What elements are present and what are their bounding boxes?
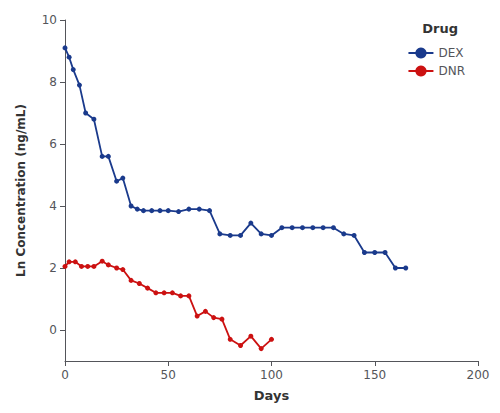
svg-text:Drug: Drug: [422, 21, 458, 36]
svg-text:8: 8: [49, 75, 57, 89]
svg-text:Ln Concentration (ng/mL): Ln Concentration (ng/mL): [14, 104, 28, 277]
svg-text:100: 100: [260, 368, 283, 382]
svg-text:6: 6: [49, 137, 57, 151]
svg-text:DEX: DEX: [438, 46, 463, 60]
svg-text:0: 0: [61, 368, 69, 382]
svg-text:50: 50: [161, 368, 176, 382]
svg-text:150: 150: [363, 368, 386, 382]
svg-text:0: 0: [49, 323, 57, 337]
svg-text:Days: Days: [254, 388, 290, 403]
svg-text:2: 2: [49, 261, 57, 275]
svg-text:200: 200: [467, 368, 490, 382]
svg-text:DNR: DNR: [438, 64, 465, 78]
svg-text:10: 10: [42, 13, 57, 27]
svg-text:4: 4: [49, 199, 57, 213]
